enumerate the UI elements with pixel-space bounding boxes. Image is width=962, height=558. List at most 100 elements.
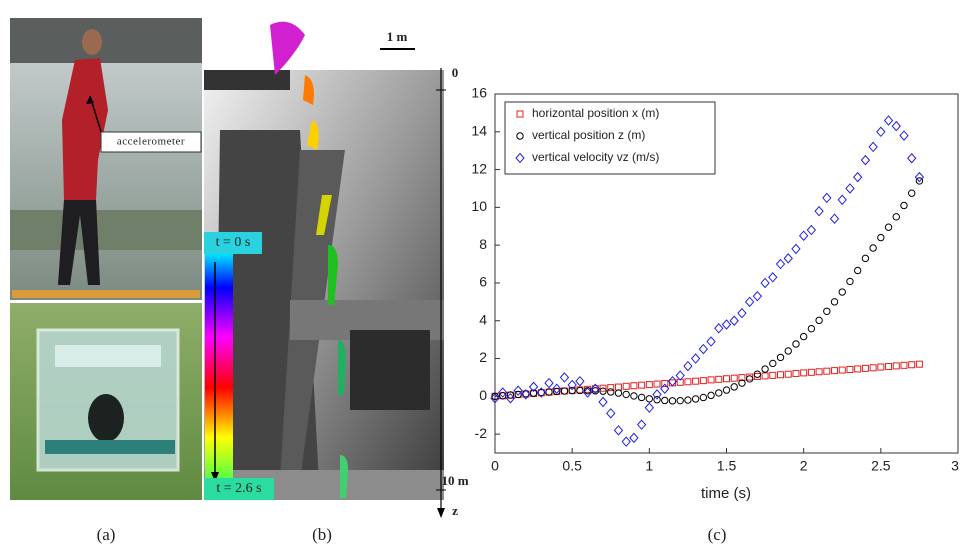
circle-marker xyxy=(861,254,870,263)
diamond-marker xyxy=(567,379,577,391)
circle-marker xyxy=(537,388,545,397)
x-axis-label: time (s) xyxy=(701,485,751,502)
diamond-marker xyxy=(528,381,539,393)
diamond-marker xyxy=(552,383,562,395)
diamond-marker xyxy=(775,258,786,270)
square-marker xyxy=(730,374,738,382)
diamond-marker xyxy=(667,375,678,387)
x-tick-label: 2.5 xyxy=(871,458,891,474)
diamond-marker xyxy=(498,387,508,398)
diamond-marker xyxy=(899,130,909,141)
photo-sensor xyxy=(10,303,202,500)
circle-marker xyxy=(761,365,769,373)
label-box xyxy=(204,232,262,254)
square-marker xyxy=(645,381,653,389)
diamond-marker xyxy=(845,183,855,194)
diamond-marker xyxy=(675,370,685,381)
square-marker xyxy=(877,363,885,371)
arrow-head xyxy=(437,508,445,518)
diamond-marker xyxy=(490,392,500,404)
x-tick-label: 0 xyxy=(491,458,499,474)
circle-marker xyxy=(529,389,538,397)
circle-marker xyxy=(622,390,630,399)
diamond-marker xyxy=(644,402,655,413)
label-box xyxy=(204,478,274,500)
circle-marker xyxy=(745,375,754,383)
color-bar xyxy=(205,250,233,500)
circle-marker xyxy=(815,316,823,325)
circle-marker xyxy=(915,177,924,185)
circle-marker xyxy=(769,359,777,368)
caption: (c) xyxy=(708,525,727,544)
circle-marker xyxy=(614,389,623,397)
annotation-box xyxy=(100,131,202,153)
square-marker xyxy=(630,382,638,390)
diamond-marker xyxy=(575,375,585,387)
square-marker xyxy=(607,384,615,392)
circle-marker xyxy=(637,393,646,402)
diamond-marker xyxy=(590,383,600,395)
square-marker xyxy=(838,366,846,374)
y-tick-label: 12 xyxy=(471,160,487,176)
circle-marker xyxy=(506,391,515,399)
legend-label: horizontal position x (m) xyxy=(532,106,659,120)
photo-dive-sequence xyxy=(204,18,444,500)
legend-box xyxy=(504,101,716,175)
diamond-marker xyxy=(613,425,624,436)
square-marker xyxy=(699,377,707,385)
arrow-head xyxy=(211,472,219,482)
caption: (b) xyxy=(312,525,332,544)
legend-label: vertical position z (m) xyxy=(532,128,645,142)
circle-marker xyxy=(645,395,654,403)
diamond-marker xyxy=(683,360,693,372)
time-end: t = 2.6 s xyxy=(216,481,261,496)
diamond-marker xyxy=(860,154,871,166)
circle-marker xyxy=(853,266,862,275)
circle-marker xyxy=(877,233,885,242)
square-marker xyxy=(854,365,862,373)
square-marker xyxy=(684,378,692,386)
diamond-marker xyxy=(621,436,631,447)
circle-marker xyxy=(676,396,684,405)
diamond-marker xyxy=(582,387,593,398)
y-tick-label: -2 xyxy=(475,425,488,441)
square-marker xyxy=(614,383,622,391)
diamond-marker xyxy=(729,315,739,326)
diamond-marker xyxy=(868,141,878,153)
circle-marker xyxy=(869,244,877,252)
diamond-marker xyxy=(536,387,546,398)
diamond-marker xyxy=(690,353,701,364)
diamond-marker xyxy=(768,272,778,283)
diamond-marker xyxy=(544,377,554,389)
square-marker xyxy=(900,361,908,369)
circle-marker xyxy=(568,386,576,395)
circle-marker xyxy=(738,379,746,387)
x-tick-label: 0.5 xyxy=(562,458,582,474)
diamond-marker xyxy=(660,383,670,395)
annotation: accelerometer xyxy=(117,136,185,148)
circle-marker xyxy=(607,388,615,396)
circle-marker xyxy=(900,201,908,210)
diamond-marker xyxy=(806,224,817,236)
circle-marker xyxy=(661,396,669,405)
square-marker xyxy=(800,369,808,377)
circle-marker xyxy=(830,298,839,306)
circle-marker xyxy=(707,391,715,400)
depth-bottom: 10 m xyxy=(441,473,468,488)
circle-marker xyxy=(591,387,600,395)
circle-marker xyxy=(884,223,893,231)
photo-diver xyxy=(10,18,202,300)
axis-name: z xyxy=(452,503,458,518)
diamond-marker xyxy=(744,296,755,308)
legend-marker xyxy=(515,152,525,164)
square-marker xyxy=(622,382,630,390)
scale-bar-label: 1 m xyxy=(387,29,408,44)
square-marker xyxy=(815,368,823,376)
diamond-marker xyxy=(914,171,925,183)
circle-marker xyxy=(799,332,808,341)
circle-marker xyxy=(753,370,762,378)
circle-marker xyxy=(807,324,816,333)
circle-marker xyxy=(599,387,607,395)
y-tick-label: 8 xyxy=(479,236,487,252)
